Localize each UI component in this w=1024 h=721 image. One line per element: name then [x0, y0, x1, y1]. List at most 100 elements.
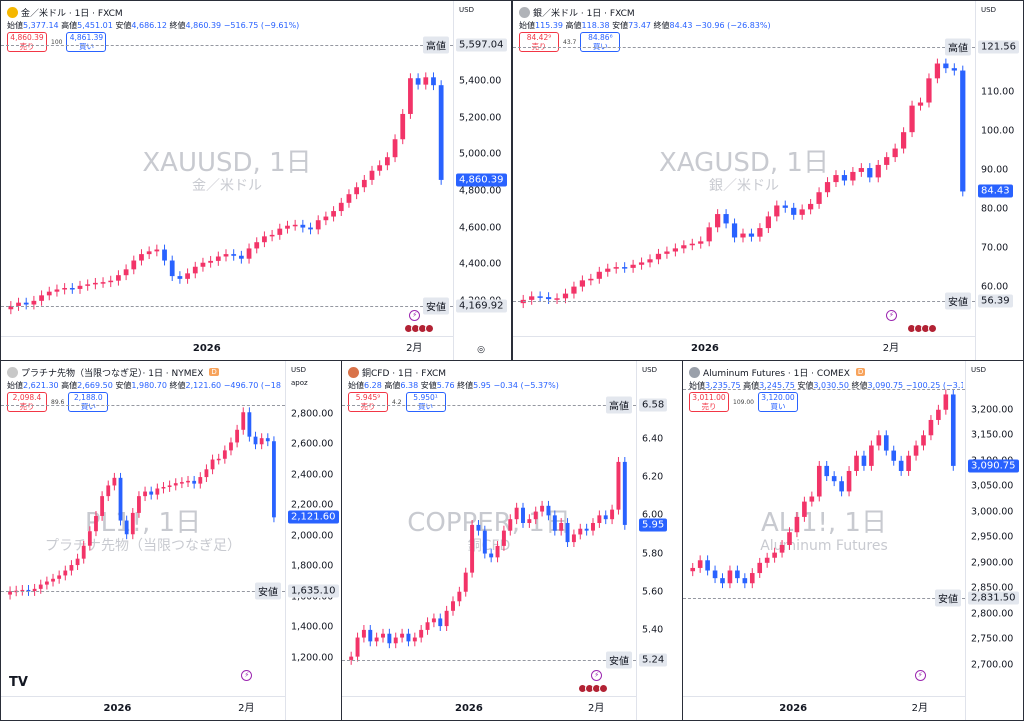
candle: [100, 282, 106, 284]
symbol-header: 金／米ドル · 1日 · FXCM: [7, 5, 451, 19]
high-line: [683, 389, 965, 391]
candle: [591, 523, 595, 531]
us-flag-icon[interactable]: [927, 324, 937, 333]
candle: [749, 573, 755, 584]
candle: [253, 436, 258, 445]
current-price-label: 84.43: [978, 184, 1013, 198]
ohlc-label: 終値: [851, 381, 868, 390]
chart-settings-icon[interactable]: ◎: [477, 345, 485, 355]
us-flag-icon[interactable]: [599, 684, 609, 693]
candle: [884, 157, 890, 165]
low-line-tag: 安値: [935, 589, 961, 607]
candle: [46, 291, 52, 296]
event-lightning-icon[interactable]: ⚡: [241, 670, 253, 681]
high-line: [513, 46, 975, 48]
symbol-title[interactable]: 銅CFD · 1日 · FXCM: [362, 368, 447, 379]
price-axis[interactable]: USD 5.40 5.60 5.80 6.00 6.20 6.40 6.58 5.24 5.95: [636, 361, 682, 720]
chart-pane-silver[interactable]: 銀／米ドル · 1日 · FXCM 始値115.39 高値118.38 安値73.…: [512, 0, 1024, 361]
candle: [223, 254, 229, 257]
candle: [415, 78, 421, 85]
low-line: [1, 591, 285, 593]
candle: [782, 205, 788, 208]
ohlc-label: 安値: [115, 381, 132, 390]
candle: [735, 570, 740, 579]
ohlc-value: 4,686.12: [131, 21, 167, 30]
chart-pane-platinum[interactable]: プラチナ先物（当限つなぎ足）· 1日 · NYMEX D 始値2,621.30 高値…: [0, 360, 342, 721]
ohlc-label: 終値: [169, 21, 186, 30]
spread-value: 43.7: [563, 38, 577, 46]
price-tick: 1,200.00: [291, 652, 334, 664]
candle: [222, 450, 227, 459]
candle: [419, 629, 424, 638]
time-axis[interactable]: 2026 2月: [1, 336, 453, 360]
sell-button[interactable]: 3,011.00 売り: [689, 392, 729, 412]
candle: [950, 394, 956, 466]
symbol-title[interactable]: 金／米ドル · 1日 · FXCM: [21, 8, 123, 19]
low-line: [513, 300, 975, 302]
low-line-tag: 安値: [606, 651, 632, 669]
ohlc-row: 始値3,235.75 高値3,245.75 安値3,030.50 終値3,090…: [689, 380, 963, 391]
ohlc-value: 84.43: [669, 21, 693, 30]
ohlc-value: 3,245.75: [759, 381, 795, 390]
ohlc-label: 終値: [457, 381, 474, 390]
event-lightning-icon[interactable]: ⚡: [591, 670, 603, 681]
candle: [23, 302, 29, 305]
sell-button[interactable]: 5.945⁹ 売り: [348, 392, 388, 412]
candle: [529, 296, 535, 300]
ohlc-label: 安値: [420, 381, 437, 390]
event-lightning-icon[interactable]: ⚡: [885, 310, 897, 321]
candlestick-series: [8, 72, 444, 315]
candle: [802, 501, 807, 517]
ohlc-value: 3,235.75: [705, 381, 741, 390]
time-axis[interactable]: 2026 2月: [342, 696, 636, 720]
sell-label: 売り: [360, 402, 376, 411]
time-axis[interactable]: 2026 2月: [1, 696, 285, 720]
price-axis-unit: USD: [459, 6, 474, 14]
low-line-tag: 安値: [255, 582, 281, 600]
symbol-title[interactable]: Aluminum Futures · 1日 · COMEX: [703, 368, 850, 379]
symbol-header: 銀／米ドル · 1日 · FXCM: [519, 5, 963, 19]
chart-pane-gold[interactable]: 金／米ドル · 1日 · FXCM 始値5,377.14 高値5,451.01 安…: [0, 0, 512, 361]
sell-label: 売り: [19, 402, 35, 411]
chart-pane-aluminum[interactable]: Aluminum Futures · 1日 · COMEX D 始値3,235.75…: [682, 360, 1024, 721]
buy-button[interactable]: 4,861.39 買い: [66, 32, 107, 52]
buy-button[interactable]: 3,120.00 買い: [758, 392, 798, 412]
symbol-icon: [348, 366, 359, 378]
chart-pane-copper[interactable]: 銅CFD · 1日 · FXCM 始値6.28 高値6.38 安値5.76 終値5…: [341, 360, 683, 721]
candle: [909, 105, 915, 133]
buy-button[interactable]: 5.950¹ 買い: [405, 392, 446, 412]
buy-button[interactable]: 2,188.0 買い: [68, 392, 109, 412]
candle: [272, 441, 276, 518]
symbol-title[interactable]: 銀／米ドル · 1日 · FXCM: [533, 8, 635, 19]
event-lightning-icon[interactable]: ⚡: [914, 670, 926, 681]
candle: [185, 273, 190, 279]
price-axis[interactable]: USD4,200.004,400.004,600.004,800.005,000…: [453, 1, 511, 360]
low-line-tag: 安値: [945, 292, 971, 310]
price-tick: 2,800.00: [291, 408, 334, 420]
ohlc-change: −516.75 (−9.61%): [223, 21, 300, 30]
candle: [681, 245, 687, 249]
sell-button[interactable]: 4,860.39 売り: [7, 32, 47, 52]
ohlc-value: 6.38: [400, 381, 419, 390]
price-tick: 2,200.00: [291, 499, 334, 511]
event-lightning-icon[interactable]: ⚡: [409, 310, 421, 321]
price-axis[interactable]: USDapoz1,200.001,400.001,600.001,800.002…: [285, 361, 341, 720]
price-tick: 3,150.00: [971, 429, 1014, 441]
price-tick: 110.00: [981, 86, 1015, 98]
sell-button[interactable]: 2,098.4 売り: [7, 392, 47, 412]
us-flag-icon[interactable]: [424, 324, 434, 333]
low-price-label: 5.24: [639, 653, 668, 667]
ohlc-label: 高値: [61, 21, 78, 30]
candle: [331, 211, 336, 217]
ohlc-label: 高値: [384, 381, 401, 390]
symbol-icon: [7, 6, 18, 18]
candle: [269, 234, 275, 237]
time-axis[interactable]: 2026 2月: [513, 336, 975, 360]
low-price-label: 56.39: [978, 294, 1013, 308]
symbol-title[interactable]: プラチナ先物（当限つなぎ足）· 1日 · NYMEX: [21, 368, 204, 379]
price-axis[interactable]: USD 2,700.00 2,750.00 2,800.00 2,850.00 2,900…: [965, 361, 1023, 720]
candle: [647, 259, 653, 263]
time-axis[interactable]: 2026 2月: [683, 696, 965, 720]
price-axis[interactable]: USD 60.00 70.00 80.00 90.00 100.00 110.00 121.5…: [975, 1, 1023, 360]
candle: [533, 511, 538, 520]
